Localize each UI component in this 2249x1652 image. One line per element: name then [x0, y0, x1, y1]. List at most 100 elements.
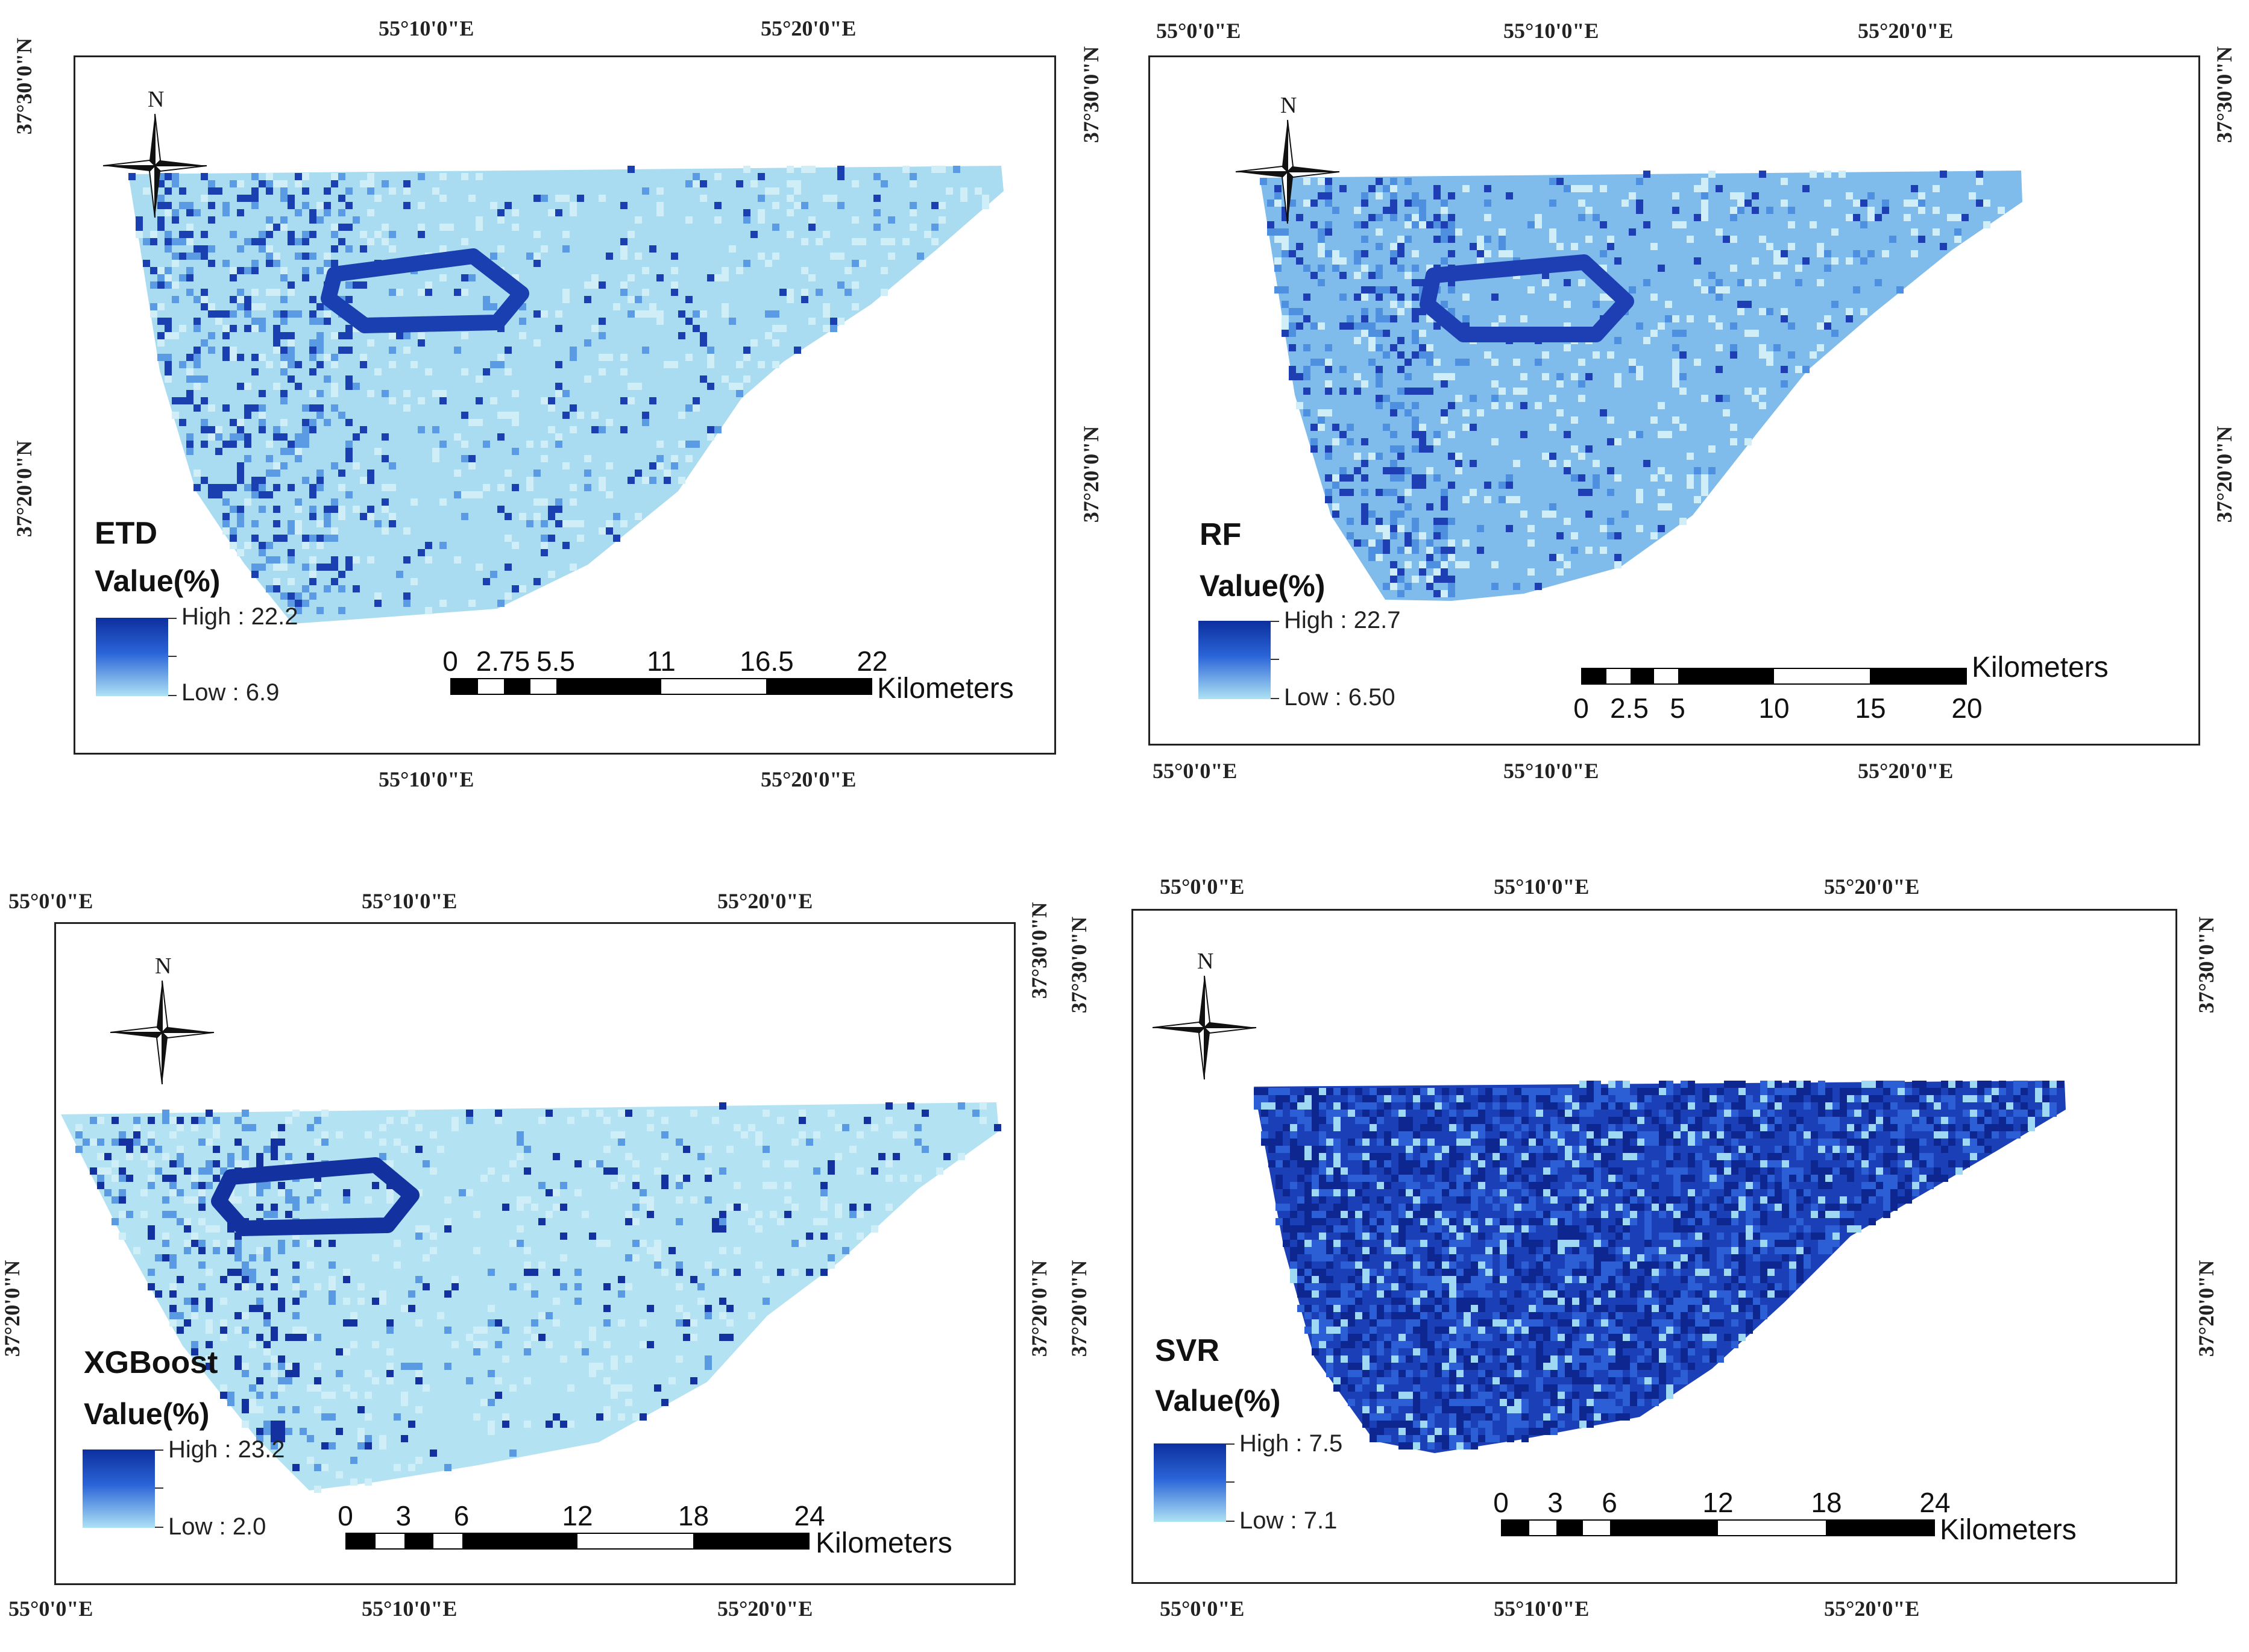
scale-unit-label: Kilometers	[1972, 652, 2109, 683]
map-frame: N XGBoost Value(%) High : 23.2 Low : 2.0…	[54, 922, 1016, 1585]
scale-segment	[661, 679, 766, 694]
top-lon-label-55-20: 55°20'0"E	[1858, 19, 1954, 43]
scale-tick-label: 5.5	[536, 645, 575, 677]
raster-pixels	[128, 166, 989, 614]
legend-high-label: High : 7.5	[1239, 1430, 1343, 1457]
scale-tick-label: 3	[395, 1500, 412, 1531]
scale-tick-label: 2.75	[476, 645, 530, 677]
scale-segment	[1583, 1521, 1610, 1535]
scale-segment	[404, 1534, 433, 1548]
prediction-raster-etd	[128, 166, 1004, 624]
legend-low-label: Low : 6.50	[1284, 684, 1395, 711]
right-lat-label-37-30: 37°30'0"N	[2194, 916, 2219, 1014]
scale-segment	[1630, 669, 1655, 683]
scale-tick-label: 6	[1602, 1487, 1617, 1518]
bottom-lon-label-55-20: 55°20'0"E	[1824, 1597, 1920, 1621]
scale-tick-label: 0	[1493, 1487, 1509, 1518]
bottom-lon-label-55-20: 55°20'0"E	[717, 1597, 813, 1621]
left-lat-label-37-30: 37°30'0"N	[1067, 916, 1092, 1014]
study-area-polygon	[1260, 171, 2022, 601]
left-lat-label-37-30: 37°30'0"N	[12, 37, 37, 135]
legend-high-label: High : 22.2	[181, 603, 298, 630]
scale-tick-label: 16.5	[740, 645, 794, 677]
bottom-lon-label-55-10: 55°10'0"E	[379, 767, 474, 791]
scale-segment	[375, 1534, 404, 1548]
right-lat-label-37-20: 37°20'0"N	[1027, 1260, 1052, 1357]
legend-color-ramp	[1154, 1443, 1226, 1522]
scale-tick-label: 5	[1670, 693, 1685, 724]
raster-pixels	[1254, 1081, 2064, 1449]
scale-tick-label: 12	[1702, 1487, 1734, 1518]
scale-segment	[1502, 1521, 1529, 1535]
right-lat-label-37-20: 37°20'0"N	[2194, 1260, 2219, 1357]
raster-pixels	[1260, 171, 2005, 597]
top-lon-label-55-00: 55°0'0"E	[1160, 875, 1245, 899]
scale-segment	[693, 1534, 808, 1548]
high-value-ring	[321, 248, 529, 333]
top-lon-label-55-10: 55°10'0"E	[379, 16, 474, 40]
scale-tick-label: 18	[1811, 1487, 1842, 1518]
bottom-lon-label-55-00: 55°0'0"E	[1160, 1597, 1245, 1621]
scale-tick-label: 3	[1547, 1487, 1563, 1518]
scale-tick-label: 6	[453, 1500, 470, 1531]
scale-segment	[1606, 669, 1631, 683]
scale-bar: 0 2.75 5.5 11 16.5 22 Kilometers	[442, 645, 1053, 723]
right-lat-label-37-30: 37°30'0"N	[1027, 902, 1052, 999]
compass-star-icon	[1235, 119, 1340, 224]
north-arrow-label: N	[148, 87, 165, 112]
high-value-ring	[1420, 254, 1634, 342]
scale-tick-label: 24	[794, 1500, 825, 1531]
scale-tick-label: 24	[1919, 1487, 1951, 1518]
scale-tick-label: 22	[857, 645, 888, 677]
legend-color-ramp	[96, 618, 168, 696]
map-frame: N SVR Value(%) High : 7.5 Low : 7.1 0 3 6 1…	[1131, 909, 2177, 1584]
legend-high-label: High : 22.7	[1284, 607, 1401, 633]
top-lon-label-55-20: 55°20'0"E	[1824, 875, 1920, 899]
scale-segment	[433, 1534, 462, 1548]
legend-color-ramp	[83, 1449, 155, 1528]
scale-segment	[1582, 669, 1606, 683]
bottom-lon-label-55-10: 55°10'0"E	[1494, 1597, 1590, 1621]
map-frame: N RF Value(%) High : 22.7 Low : 6.50 0 2.…	[1148, 55, 2200, 746]
bottom-lon-label-55-10: 55°10'0"E	[362, 1597, 458, 1621]
scale-unit-label: Kilometers	[877, 673, 1014, 705]
north-arrow: N	[1150, 948, 1259, 1081]
scale-bar-graphic	[345, 1533, 810, 1550]
bottom-lon-label-55-20: 55°20'0"E	[761, 767, 857, 791]
left-lat-label-37-20: 37°20'0"N	[0, 1260, 25, 1357]
left-lat-label-37-20: 37°20'0"N	[12, 440, 37, 538]
scale-segment	[1529, 1521, 1556, 1535]
bottom-lon-label-55-00: 55°0'0"E	[1153, 759, 1238, 783]
scale-tick-label: 10	[1758, 693, 1790, 724]
legend-color-ramp	[1198, 621, 1271, 699]
scale-tick-label: 12	[562, 1500, 593, 1531]
scale-tick-label: 0	[1573, 693, 1589, 724]
legend-low-label: Low : 7.1	[1239, 1507, 1338, 1534]
compass-star-icon	[1152, 975, 1257, 1080]
scale-segment	[1610, 1521, 1718, 1535]
top-lon-label-55-00: 55°0'0"E	[8, 889, 93, 913]
bottom-lon-label-55-10: 55°10'0"E	[1503, 759, 1599, 783]
scale-segment	[451, 679, 478, 694]
legend-title: Value(%)	[1155, 1384, 1281, 1418]
legend-title: Value(%)	[95, 564, 221, 598]
legend-title: Value(%)	[1200, 569, 1326, 603]
model-title: SVR	[1155, 1333, 1219, 1368]
scale-segment	[1826, 1521, 1934, 1535]
scale-tick-label: 0	[442, 645, 458, 677]
left-lat-label-37-20: 37°20'0"N	[1067, 1260, 1092, 1357]
right-lat-label-37-20: 37°20'0"N	[2212, 426, 2237, 523]
north-arrow: N	[101, 86, 209, 219]
prediction-raster-svr	[1254, 1081, 2066, 1453]
scale-tick-label: 2.5	[1610, 693, 1649, 724]
model-title: RF	[1200, 517, 1242, 552]
legend-high-label: High : 23.2	[168, 1436, 285, 1463]
scale-bar-graphic	[450, 678, 872, 695]
study-area-polygon	[61, 1102, 999, 1490]
high-value-ring	[211, 1157, 420, 1236]
north-arrow: N	[1233, 92, 1342, 225]
legend-low-label: Low : 2.0	[168, 1513, 266, 1540]
scale-segment	[477, 679, 504, 694]
scale-segment	[1678, 669, 1774, 683]
bottom-lon-label-55-00: 55°0'0"E	[8, 1597, 93, 1621]
